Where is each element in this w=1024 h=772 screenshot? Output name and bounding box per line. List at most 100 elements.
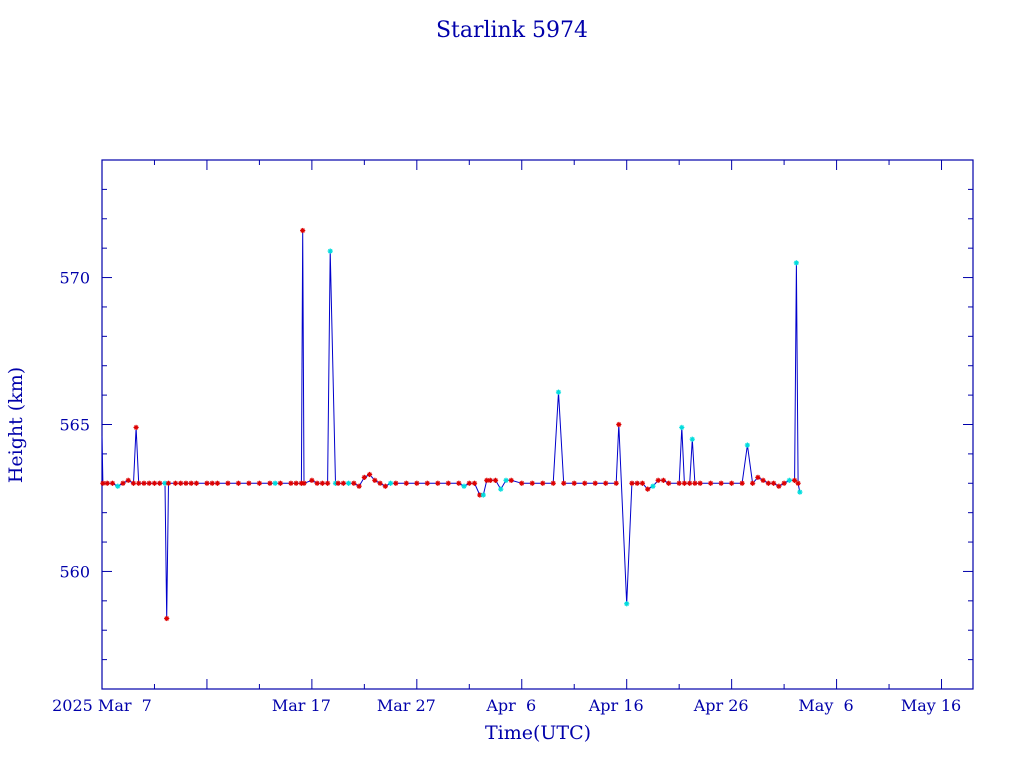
data-point-marker: [765, 480, 771, 486]
y-tick-label: 570: [59, 269, 90, 288]
data-point-marker: [679, 424, 685, 431]
data-point-marker: [624, 601, 630, 607]
data-point-marker: [492, 477, 499, 483]
data-point-marker: [146, 480, 152, 486]
data-point-marker: [687, 480, 693, 486]
data-point-marker: [681, 480, 688, 486]
data-point-marker: [361, 474, 367, 480]
data-point-marker: [645, 486, 651, 492]
data-point-marker: [300, 227, 306, 234]
data-point-marker: [629, 480, 635, 486]
data-point-marker: [550, 480, 556, 486]
data-point-marker: [293, 480, 299, 486]
plot-frame: [101, 159, 974, 690]
y-axis-ticks: 560 565 570: [59, 188, 973, 661]
data-point-marker: [540, 480, 546, 486]
data-point-marker: [461, 483, 467, 489]
data-point-marker: [480, 492, 486, 498]
data-point-marker: [697, 480, 703, 486]
data-point-marker: [771, 480, 777, 486]
data-point-marker: [151, 480, 158, 486]
data-point-marker: [760, 477, 766, 483]
data-point-marker: [288, 480, 294, 486]
data-point-marker: [319, 480, 325, 486]
data-point-marker: [301, 480, 307, 486]
data-point-marker: [193, 480, 200, 486]
data-point-marker: [214, 480, 221, 486]
data-point-marker: [267, 480, 273, 486]
series-line: [101, 230, 801, 619]
data-point-marker: [655, 477, 661, 483]
x-tick-label: Mar 27: [377, 696, 436, 715]
x-tick-label: Mar 17: [272, 696, 331, 715]
data-point-marker: [634, 480, 640, 486]
data-point-marker: [120, 480, 126, 486]
data-point-marker: [755, 474, 761, 480]
data-point-marker: [246, 480, 252, 486]
x-tick-label: Apr 26: [693, 696, 749, 715]
data-point-marker: [109, 480, 116, 486]
data-point-marker: [582, 480, 588, 486]
data-point-marker: [603, 480, 609, 486]
data-point-marker: [115, 483, 121, 489]
data-point-marker: [382, 483, 388, 489]
data-point-marker: [435, 480, 441, 486]
data-point-marker: [692, 480, 698, 486]
data-point-marker: [750, 480, 756, 486]
x-tick-label: 2025 Mar 7: [52, 696, 152, 715]
data-point-marker: [592, 480, 598, 486]
data-point-marker: [529, 480, 535, 486]
data-point-marker: [503, 477, 509, 483]
x-tick-label: Apr 16: [588, 696, 644, 715]
data-point-marker: [519, 480, 525, 486]
data-point-marker: [776, 483, 782, 489]
data-point-marker: [178, 480, 184, 486]
data-point-marker: [471, 480, 478, 486]
data-point-marker: [781, 480, 787, 486]
data-point-marker: [325, 480, 331, 486]
data-point-marker: [235, 480, 242, 486]
data-point-marker: [387, 480, 394, 486]
y-axis-label: Height (km): [5, 367, 27, 483]
data-point-marker: [277, 480, 283, 486]
data-point-marker: [445, 480, 451, 486]
data-point-marker: [466, 480, 472, 486]
data-point-marker: [204, 480, 210, 486]
x-axis-ticks: 2025 Mar 7 Mar 17 Mar 27 Apr 6 Apr 16 Apr 26 M…: [52, 160, 961, 715]
data-point-marker: [100, 480, 106, 486]
data-point-marker: [718, 480, 724, 486]
data-point-marker: [786, 477, 792, 483]
data-point-marker: [613, 480, 619, 486]
data-point-marker: [133, 424, 139, 431]
data-point-marker: [141, 480, 147, 486]
data-point-marker: [335, 480, 341, 486]
data-point-marker: [188, 480, 194, 486]
data-point-marker: [650, 483, 656, 489]
data-point-marker: [676, 480, 682, 486]
data-point-marker: [172, 480, 179, 486]
data-point-marker: [792, 477, 798, 483]
series-line-group: [101, 230, 801, 619]
data-point-marker: [164, 615, 170, 622]
data-point-marker: [272, 480, 278, 486]
data-point-marker: [130, 480, 137, 486]
data-point-marker: [314, 480, 320, 486]
data-point-marker: [346, 480, 352, 486]
data-point-marker: [689, 436, 695, 442]
data-point-marker: [744, 442, 750, 448]
data-point-marker: [372, 477, 378, 483]
data-point-marker: [351, 480, 357, 486]
data-point-marker: [729, 480, 735, 486]
data-point-marker: [498, 486, 504, 492]
x-tick-label: Apr 6: [485, 696, 536, 715]
data-point-marker: [356, 483, 362, 489]
data-point-marker: [327, 248, 333, 254]
data-point-marker: [666, 480, 672, 486]
data-point-marker: [157, 480, 163, 486]
data-point-marker: [209, 480, 215, 486]
data-point-marker: [424, 480, 430, 486]
data-point-marker: [309, 477, 315, 483]
data-point-marker: [183, 480, 189, 486]
